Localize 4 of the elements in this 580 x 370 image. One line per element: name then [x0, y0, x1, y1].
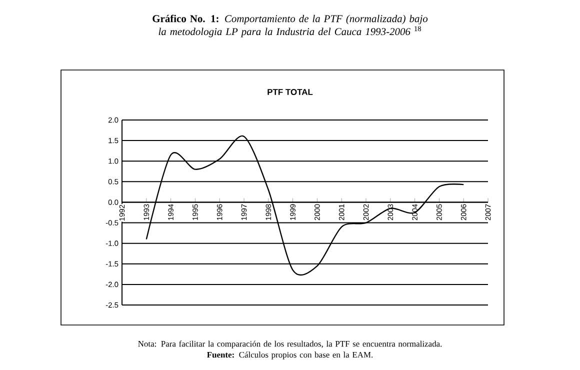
chart-subtitle: PTF TOTAL: [268, 89, 313, 95]
chart-title: Gráfico No. 1: Comportamiento de la PTF (normalizada) bajo la metodologia LP para la Industria del Cauca 1993-2006 $^{18}$: [152, 14, 428, 38]
text: Fuente: Cálculos propios con base en la EAM.: [207, 352, 373, 360]
text: Nota: Para facilitar la comparación de los resultados, la PTF se encuentra normalizada.: [138, 340, 442, 348]
